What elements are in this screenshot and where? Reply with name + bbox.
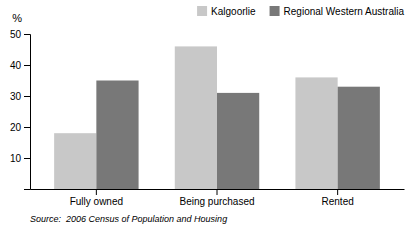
legend-label: Regional Western Australia: [284, 6, 405, 17]
y-tick: 30: [10, 91, 30, 102]
y-tick-mark: [24, 127, 30, 128]
bar-series: [54, 46, 338, 189]
y-tick-label: 10: [10, 153, 22, 164]
bar: [96, 81, 138, 190]
y-tick-mark: [24, 34, 30, 35]
plot: 10 20 30 40 50 Fully owned Being purchased Rent…: [10, 29, 405, 207]
annotation: Source: 2006 Census of Population and Ho…: [30, 214, 227, 224]
legend: Kalgoorlie Regional Western Australia: [197, 6, 404, 17]
y-axis-line: [24, 35, 31, 190]
y-tick-mark: [24, 96, 30, 97]
legend-label: Kalgoorlie: [211, 6, 256, 17]
y-tick: 10: [10, 153, 30, 164]
bar: [54, 133, 96, 189]
bar-series: [96, 81, 380, 190]
x-tick: Rented: [322, 189, 354, 207]
y-tick-label: 30: [10, 91, 22, 102]
y-tick: 50: [10, 29, 30, 40]
x-tick: Being purchased: [179, 189, 254, 207]
legend-item: Kalgoorlie: [197, 6, 256, 17]
y-tick-label: 40: [10, 60, 22, 71]
x-tick-label: Rented: [322, 196, 354, 207]
x-tick-label: Being purchased: [179, 196, 254, 207]
bar: [338, 87, 380, 189]
bar: [295, 77, 337, 189]
bar: [217, 93, 259, 189]
bar: [175, 46, 217, 189]
x-axis: Fully owned Being purchased Rented: [31, 189, 405, 207]
bars: [54, 46, 380, 189]
x-tick: Fully owned: [70, 189, 123, 207]
x-tick-label: Fully owned: [70, 196, 123, 207]
y-axis: 10 20 30 40 50: [10, 29, 31, 190]
x-tick-mark: [337, 189, 338, 195]
y-tick-mark: [24, 65, 30, 66]
legend-swatch: [270, 6, 280, 16]
y-tick-mark: [24, 158, 30, 159]
chart: 10 20 30 40 50 Fully owned Being purchased Rent…: [0, 0, 416, 227]
legend-swatch: [197, 6, 207, 16]
y-tick: 40: [10, 60, 30, 71]
y-tick: 20: [10, 122, 30, 133]
x-tick-mark: [217, 189, 218, 195]
y-axis-title: %: [12, 12, 22, 24]
legend-item: Regional Western Australia: [270, 6, 405, 17]
y-tick-label: 50: [10, 29, 22, 40]
x-tick-mark: [96, 189, 97, 195]
y-tick-label: 20: [10, 122, 22, 133]
